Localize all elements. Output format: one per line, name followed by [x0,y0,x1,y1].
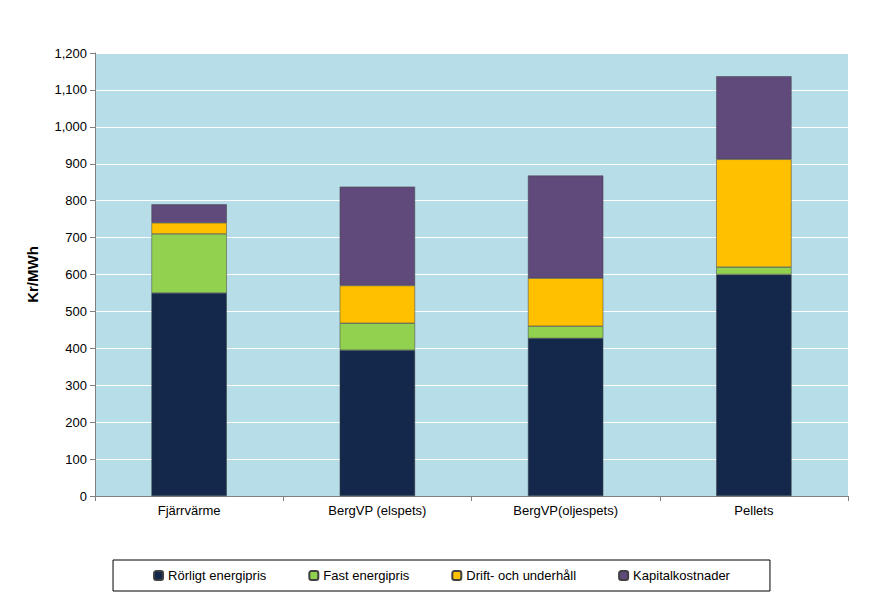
svg-text:300: 300 [65,378,87,393]
svg-text:Rörligt energipris: Rörligt energipris [168,568,267,583]
svg-text:Drift- och underhåll: Drift- och underhåll [466,568,576,583]
svg-text:0: 0 [80,489,87,504]
svg-text:BergVP(oljespets): BergVP(oljespets) [513,503,618,518]
svg-text:500: 500 [65,304,87,319]
svg-text:700: 700 [65,230,87,245]
svg-text:600: 600 [65,267,87,282]
svg-text:Kapitalkostnader: Kapitalkostnader [633,568,731,583]
svg-text:Fast energipris: Fast energipris [323,568,409,583]
svg-text:BergVP (elspets): BergVP (elspets) [328,503,426,518]
svg-text:400: 400 [65,341,87,356]
svg-text:900: 900 [65,156,87,171]
svg-text:200: 200 [65,415,87,430]
svg-text:1,100: 1,100 [54,82,87,97]
svg-text:100: 100 [65,452,87,467]
svg-text:Kr/MWh: Kr/MWh [24,246,41,303]
svg-text:1,000: 1,000 [54,119,87,134]
svg-text:Fjärrvärme: Fjärrvärme [158,503,221,518]
svg-text:1,200: 1,200 [54,46,87,61]
svg-text:Pellets: Pellets [734,503,774,518]
svg-text:800: 800 [65,193,87,208]
